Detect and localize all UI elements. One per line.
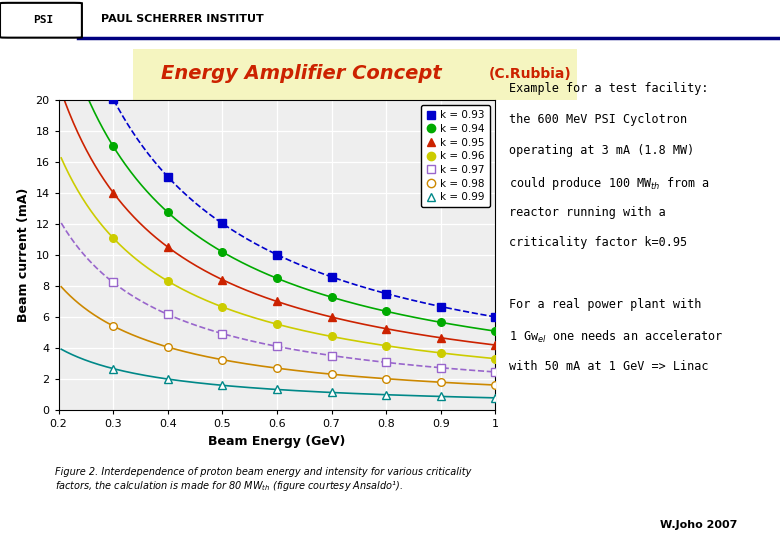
Text: PAUL SCHERRER INSTITUT: PAUL SCHERRER INSTITUT [101,15,264,24]
Text: For a real power plant with: For a real power plant with [509,298,701,311]
X-axis label: Beam Energy (GeV): Beam Energy (GeV) [208,435,346,448]
FancyBboxPatch shape [124,48,586,101]
Text: W.Joho 2007: W.Joho 2007 [660,520,737,530]
Text: Figure 2. Interdependence of proton beam energy and intensity for various critic: Figure 2. Interdependence of proton beam… [55,467,471,493]
Text: could produce 100 MW$_{th}$ from a: could produce 100 MW$_{th}$ from a [509,175,710,192]
Text: 1 Gw$_{el}$ one needs an accelerator: 1 Gw$_{el}$ one needs an accelerator [509,329,723,345]
Text: operating at 3 mA (1.8 MW): operating at 3 mA (1.8 MW) [509,144,694,157]
Text: (C.Rubbia): (C.Rubbia) [488,68,571,81]
Y-axis label: Beam current (mA): Beam current (mA) [17,188,30,322]
FancyBboxPatch shape [0,3,82,38]
Text: Energy Amplifier Concept: Energy Amplifier Concept [161,64,442,83]
Text: with 50 mA at 1 GeV => Linac: with 50 mA at 1 GeV => Linac [509,360,708,373]
Text: PSI: PSI [33,15,53,25]
Text: the 600 MeV PSI Cyclotron: the 600 MeV PSI Cyclotron [509,113,686,126]
Legend: k = 0.93, k = 0.94, k = 0.95, k = 0.96, k = 0.97, k = 0.98, k = 0.99: k = 0.93, k = 0.94, k = 0.95, k = 0.96, … [420,105,490,207]
Text: Example for a test facility:: Example for a test facility: [509,82,708,95]
Text: reactor running with a: reactor running with a [509,206,665,219]
Text: criticality factor k=0.95: criticality factor k=0.95 [509,237,686,249]
